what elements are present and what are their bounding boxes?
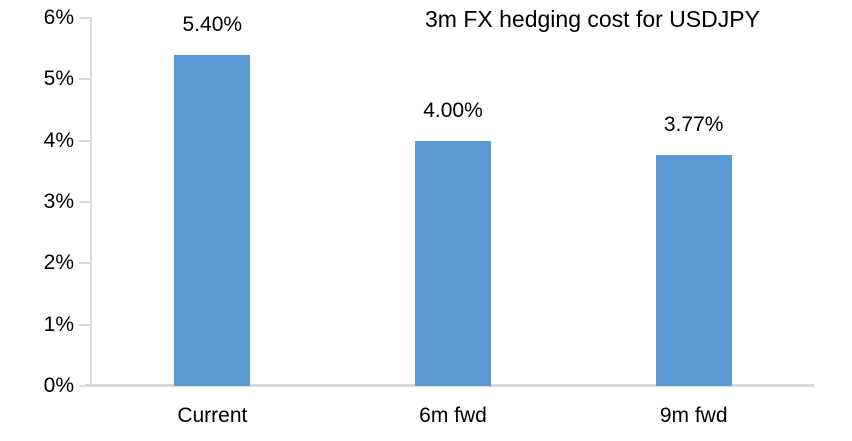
bar-value-label: 3.77%: [663, 112, 724, 136]
bar-6m-fwd: [415, 140, 491, 386]
bar-value-label: 5.40%: [182, 12, 243, 36]
y-tick-label: 5%: [43, 67, 74, 91]
y-tick-label: 1%: [43, 312, 74, 336]
y-tick-mark: [79, 78, 92, 81]
chart-title: 3m FX hedging cost for USDJPY: [425, 6, 760, 32]
bar-9m-fwd: [655, 154, 732, 386]
y-tick-mark: [79, 139, 92, 142]
bar-value-label: 4.00%: [423, 98, 483, 122]
y-tick-mark: [79, 385, 92, 387]
x-category-label: Current: [177, 404, 248, 427]
y-tick-mark: [79, 17, 92, 19]
x-category-label: 9m fwd: [659, 404, 728, 427]
y-tick-label: 0%: [43, 374, 74, 397]
y-tick-label: 3%: [43, 190, 74, 213]
x-category-label: 6m fwd: [419, 404, 487, 427]
bar-current: [174, 54, 251, 386]
y-tick-label: 6%: [43, 6, 74, 29]
y-tick-label: 2%: [43, 251, 74, 275]
y-tick-mark: [79, 262, 92, 265]
y-tick-mark: [79, 201, 92, 203]
y-tick-mark: [79, 323, 92, 326]
y-tick-label: 4%: [43, 128, 74, 152]
